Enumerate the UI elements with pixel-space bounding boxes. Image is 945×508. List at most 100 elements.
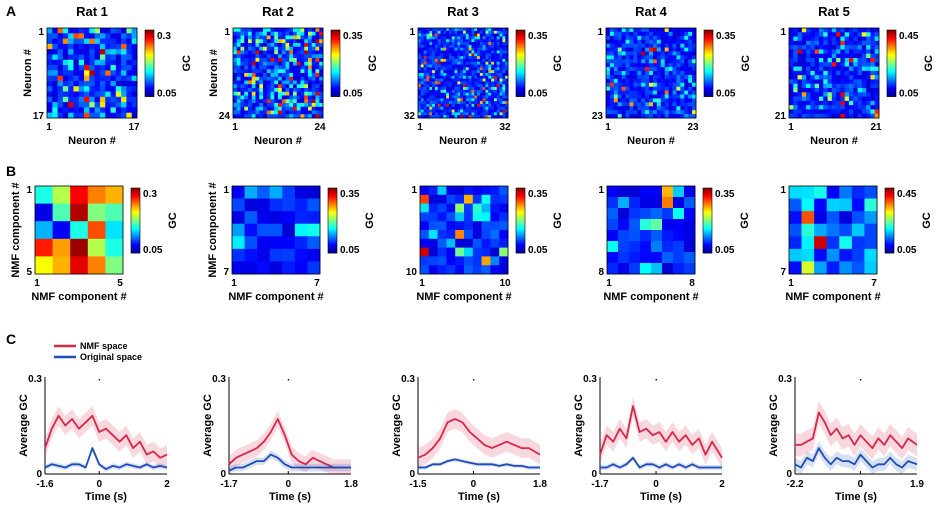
heatmap-cell <box>625 67 630 72</box>
heatmap-xtick-first: 1 <box>34 278 40 289</box>
heatmap-frame <box>606 185 696 275</box>
heatmap-cell <box>418 95 422 99</box>
heatmap-cell <box>78 112 85 119</box>
heatmap-cell <box>248 39 253 44</box>
heatmap-cell <box>448 89 453 94</box>
heatmap-cell <box>613 90 619 95</box>
heatmap-cell <box>617 74 622 80</box>
heatmap-cell <box>437 47 441 51</box>
heatmap-cell <box>481 256 491 266</box>
heatmap-cell <box>432 109 436 113</box>
heatmap-cell <box>672 28 677 33</box>
heatmap-cell <box>672 35 677 41</box>
heatmap-cell <box>420 73 424 77</box>
heatmap-cell <box>263 95 268 100</box>
heatmap-cell <box>259 58 264 63</box>
heatmap-cell <box>797 49 803 55</box>
heatmap-cell <box>251 84 256 89</box>
heatmap-cell <box>789 92 794 97</box>
heatmap-cell <box>629 59 634 64</box>
heatmap-cell <box>641 35 646 41</box>
heatmap-cell <box>861 53 867 59</box>
heatmap-cell <box>606 78 611 84</box>
heatmap-cell <box>617 110 622 115</box>
heatmap-cell <box>263 88 268 93</box>
heatmap-cell <box>432 33 436 37</box>
heatmap-cell <box>789 79 794 85</box>
heatmap-cell <box>493 115 498 119</box>
heatmap-cell <box>451 47 455 51</box>
heatmap-cell <box>474 64 478 68</box>
heatmap-cell <box>857 32 863 37</box>
heatmap-cell <box>874 58 880 63</box>
heatmap-cell <box>680 71 685 76</box>
heatmap-cell <box>68 59 74 66</box>
heatmap-cell <box>485 36 489 40</box>
heatmap-cell <box>105 96 111 103</box>
heatmap-cell <box>641 67 646 72</box>
heatmap-cell <box>84 43 90 50</box>
heatmap-cell <box>613 47 619 52</box>
heatmap-cell <box>482 112 486 116</box>
heatmap-cell <box>426 42 430 46</box>
colorbar-min-label: 0.05 <box>899 89 919 100</box>
heatmap-cell <box>454 50 458 54</box>
heatmap-cell <box>668 67 673 72</box>
heatmap-cell <box>656 102 662 107</box>
heatmap-cell <box>819 53 824 59</box>
heatmap-cell <box>505 36 509 40</box>
heatmap-cell <box>423 75 427 79</box>
heatmap-cell <box>62 70 69 76</box>
heatmap-cell <box>126 102 133 108</box>
heatmap-cell <box>99 38 106 45</box>
heatmap-cell <box>270 35 275 40</box>
heatmap-cell <box>680 47 685 52</box>
heatmap-cell <box>73 107 80 114</box>
heatmap-cell <box>853 83 858 89</box>
heatmap-cell <box>278 69 283 74</box>
heatmap-cell <box>423 53 427 57</box>
heatmap-cell <box>851 198 865 212</box>
heatmap-cell <box>99 43 106 50</box>
heatmap-cell <box>641 82 646 88</box>
heatmap-cell <box>645 110 650 115</box>
heatmap-cell <box>637 90 642 95</box>
heatmap-cell <box>617 55 622 60</box>
heatmap-cell <box>460 95 464 99</box>
x-axis-label: Time (s) <box>269 491 311 503</box>
heatmap-cell <box>645 35 650 41</box>
heatmap-cell <box>472 203 482 213</box>
heatmap-cell <box>244 28 249 33</box>
heatmap-cell <box>420 87 424 91</box>
heatmap-cell <box>662 241 674 253</box>
heatmap-cell <box>471 89 475 94</box>
heatmap-cell <box>426 36 430 40</box>
heatmap-cell <box>633 28 638 33</box>
heatmap-cell <box>418 53 422 57</box>
heatmap-cell <box>660 114 666 119</box>
heatmap-cell <box>474 106 478 110</box>
heatmap-cell <box>308 35 313 40</box>
heatmap-cell <box>315 110 320 115</box>
heatmap-cell <box>463 50 467 54</box>
heatmap-cell <box>94 86 101 92</box>
heatmap-cell <box>437 256 447 266</box>
heatmap-cell <box>308 43 313 48</box>
heatmap-cell <box>457 50 461 54</box>
heatmap-cell <box>874 28 880 33</box>
heatmap-cell <box>477 87 481 91</box>
heatmap-cell <box>440 28 444 32</box>
heatmap-cell <box>429 33 433 37</box>
heatmap-cell <box>281 114 286 119</box>
heatmap-cell <box>505 84 509 88</box>
heatmap-cell <box>94 38 101 45</box>
heatmap-cell <box>311 76 316 81</box>
heatmap-cell <box>70 221 89 240</box>
heatmap-cell <box>827 79 833 85</box>
heatmap-cell <box>460 44 464 49</box>
heatmap-cell <box>629 110 634 115</box>
heatmap-cell <box>680 28 685 33</box>
heatmap-cell <box>274 65 279 70</box>
heatmap-cell <box>496 39 500 43</box>
heatmap-cell <box>849 36 854 42</box>
